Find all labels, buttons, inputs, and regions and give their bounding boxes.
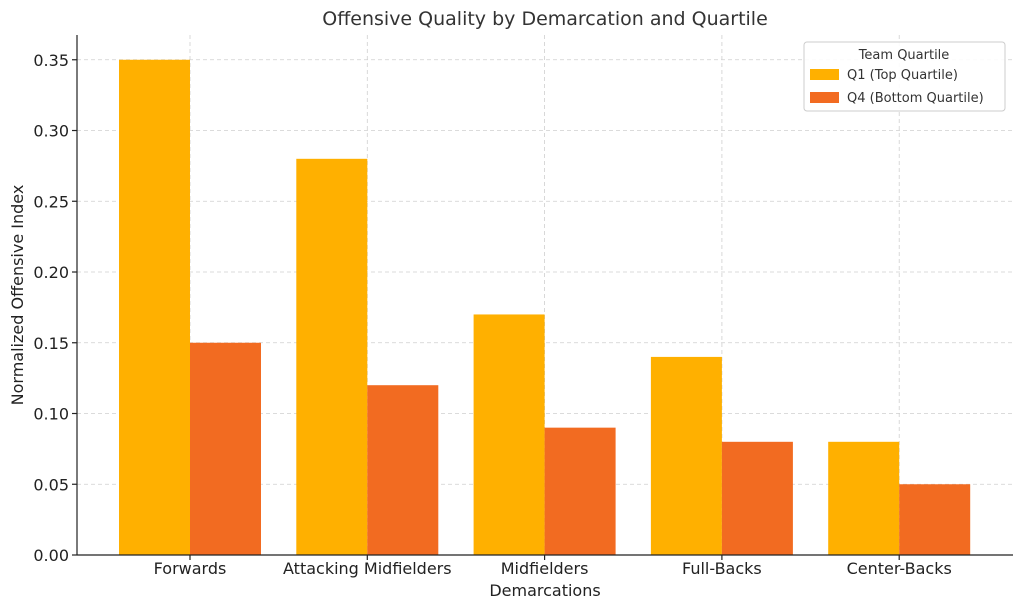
legend: Team Quartile Q1 (Top Quartile) Q4 (Botto… — [803, 41, 1006, 112]
x-tick-label: Center-Backs — [847, 559, 952, 578]
y-axis-label: Normalized Offensive Index — [8, 185, 27, 406]
chart-title: Offensive Quality by Demarcation and Qua… — [322, 8, 768, 30]
x-tick-label: Forwards — [154, 559, 227, 578]
legend-entry-label: Q4 (Bottom Quartile) — [847, 91, 984, 106]
bar-series-1-full-backs — [650, 356, 722, 555]
legend-entry-label: Q1 (Top Quartile) — [847, 68, 958, 83]
bar-series-2-forwards — [190, 342, 261, 555]
y-tick-label: 0.20 — [33, 263, 69, 282]
bars — [119, 59, 971, 556]
x-tick-label: Attacking Midfielders — [283, 559, 452, 578]
y-tick-label: 0.35 — [33, 51, 69, 70]
bar-series-1-attacking-midfielders — [296, 158, 368, 556]
legend-swatch — [810, 69, 839, 80]
y-tick-label: 0.05 — [33, 475, 69, 494]
y-tick-label: 0.15 — [33, 334, 69, 353]
y-tick-label: 0.00 — [33, 546, 69, 565]
bar-series-2-midfielders — [544, 427, 616, 555]
bar-series-2-attacking-midfielders — [367, 385, 439, 555]
y-tick-label: 0.10 — [33, 405, 69, 424]
legend-box — [803, 41, 1006, 112]
bar-series-2-full-backs — [721, 441, 793, 555]
bar-series-1-center-backs — [828, 441, 900, 555]
tick-labels: 0.00 0.05 0.10 0.15 0.20 0.25 0.30 0.35 Forwards… — [33, 51, 951, 578]
x-tick-label: Midfielders — [501, 559, 589, 578]
legend-swatch — [810, 92, 839, 103]
y-tick-label: 0.30 — [33, 122, 69, 141]
legend-title: Team Quartile — [858, 48, 950, 63]
bar-series-2-center-backs — [899, 484, 971, 555]
bar-series-1-midfielders — [473, 314, 545, 555]
bar-series-1-forwards — [119, 59, 190, 556]
x-axis-label: Demarcations — [489, 581, 600, 600]
y-tick-label: 0.25 — [33, 192, 69, 211]
x-tick-label: Full-Backs — [682, 559, 762, 578]
